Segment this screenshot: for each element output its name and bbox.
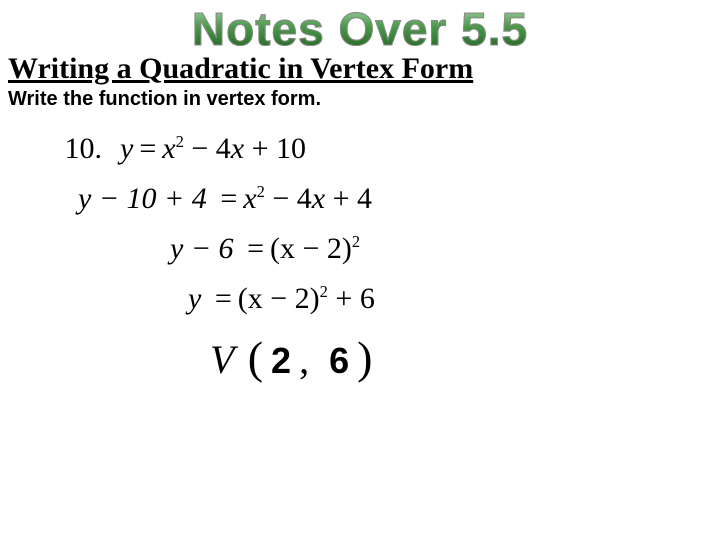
vertex-label: V <box>210 337 236 382</box>
rhs: (x − 2)2 + 6 <box>238 281 375 317</box>
vertex-x: 2 <box>265 340 299 381</box>
lhs: y − 6 <box>170 231 234 267</box>
equation-step1: y − 10 + 4 = x2 − 4x + 4 <box>60 181 680 217</box>
equation-step2: y − 6 = (x − 2)2 <box>60 231 680 267</box>
close-paren: ) <box>357 332 374 383</box>
equals-sign: = <box>234 231 270 267</box>
lhs: y <box>188 281 201 317</box>
equation-step3: y = (x − 2)2 + 6 <box>60 281 680 317</box>
section-subheading: Write the function in vertex form. <box>0 88 720 111</box>
equals-sign: = <box>201 281 237 317</box>
lhs: y <box>120 131 133 167</box>
vertex-y: 6 <box>323 340 357 381</box>
equals-sign: = <box>133 131 162 167</box>
rhs: (x − 2)2 <box>270 231 360 267</box>
rhs: x2 − 4x + 10 <box>162 131 306 167</box>
problem-number: 10. <box>60 131 120 167</box>
section-heading: Writing a Quadratic in Vertex Form <box>0 52 720 86</box>
rhs: x2 − 4x + 4 <box>243 181 372 217</box>
banner: Notes Over 5.5 <box>0 0 720 56</box>
equals-sign: = <box>207 181 243 217</box>
equation-original: 10. y = x2 − 4x + 10 <box>60 131 680 167</box>
banner-text: Notes Over 5.5 <box>192 2 528 56</box>
lhs: y − 10 + 4 <box>78 181 207 217</box>
open-paren: ( <box>248 332 265 383</box>
math-area: 10. y = x2 − 4x + 10 y − 10 + 4 = x2 − 4… <box>0 111 720 384</box>
vertex-result: V (2, 6) <box>60 331 680 384</box>
